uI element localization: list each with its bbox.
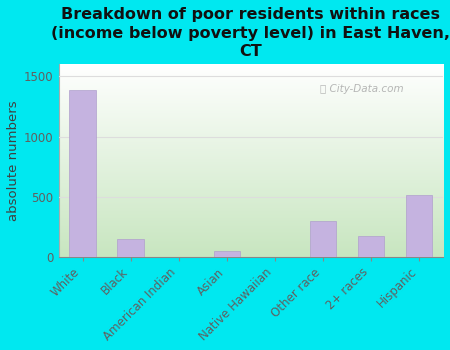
Y-axis label: absolute numbers: absolute numbers [7, 100, 20, 221]
Text: ⓘ City-Data.com: ⓘ City-Data.com [320, 84, 404, 94]
Bar [117, 239, 144, 257]
Bar [214, 251, 240, 257]
Bar [310, 220, 336, 257]
Title: Breakdown of poor residents within races
(income below poverty level) in East Ha: Breakdown of poor residents within races… [51, 7, 450, 59]
Bar [358, 236, 384, 257]
Bar [406, 195, 432, 257]
Bar [69, 90, 96, 257]
